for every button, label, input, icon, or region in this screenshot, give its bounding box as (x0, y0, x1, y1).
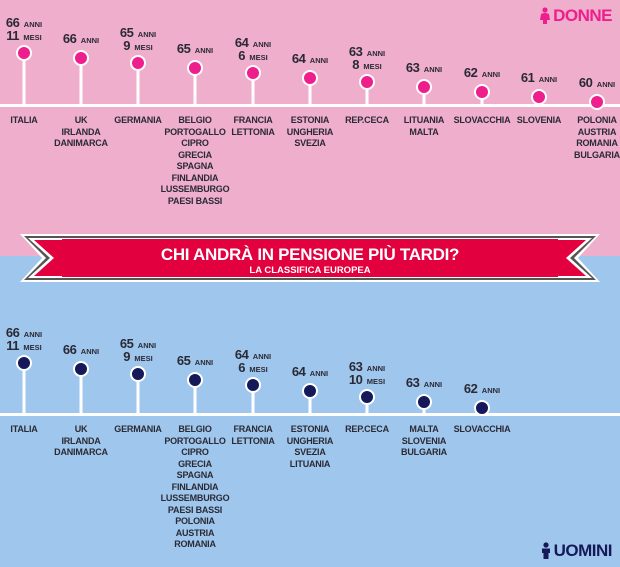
men-data-point (474, 399, 490, 416)
women-stem (308, 77, 312, 105)
women-stem (365, 82, 369, 105)
women-stem (136, 62, 140, 105)
women-legend: DONNE (539, 6, 612, 26)
banner-title: CHI ANDRÀ IN PENSIONE PIÙ TARDI? (160, 245, 460, 264)
men-country-list: SLOVACCHIA (453, 424, 511, 434)
women-country-list: SLOVENIA (516, 115, 562, 125)
men-data-point (187, 371, 203, 388)
women-country-list: LITUANIA MALTA (403, 115, 445, 137)
women-stem (251, 72, 255, 105)
men-country-list: FRANCIA LETTONIA (231, 424, 275, 446)
men-country-list: REP.CECA (345, 424, 389, 434)
women-value-label: 60 ANNI (578, 75, 616, 90)
title-banner (20, 234, 600, 282)
men-stem (136, 374, 140, 414)
women-value-label: 62 ANNI (463, 65, 501, 81)
men-data-point (16, 355, 32, 371)
women-value-label: 66 ANNI (62, 30, 100, 46)
women-country-list: GERMANIA (114, 115, 162, 125)
women-data-point (187, 59, 203, 76)
men-stem (365, 396, 369, 414)
men-value-label: 64 ANNI 6 MESI (234, 347, 272, 376)
women-data-point (130, 54, 146, 71)
men-stem (308, 391, 312, 414)
men-value-label: 63 ANNI (405, 375, 443, 391)
women-value-label: 66 ANNI 11 MESI (5, 15, 43, 43)
women-country-list: ESTONIA UNGHERIA SVEZIA (286, 115, 334, 148)
women-value-label: 64 ANNI 6 MESI (234, 34, 272, 63)
men-country-list: BELGIO PORTOGALLO CIPRO GRECIA SPAGNA FINLAND… (160, 424, 230, 549)
men-value-label: 63 ANNI 10 MESI (348, 358, 386, 387)
women-stem (22, 53, 26, 105)
women-section (0, 0, 620, 256)
men-stem (79, 368, 83, 414)
women-stem (193, 67, 197, 105)
women-data-point (531, 89, 547, 106)
women-value-label: 61 ANNI (520, 70, 558, 86)
women-stem (79, 57, 83, 105)
women-value-label: 65 ANNI 9 MESI (119, 24, 157, 53)
men-value-label: 66 ANNI 11 MESI (5, 325, 43, 353)
men-value-label: 62 ANNI (463, 380, 501, 396)
women-country-list: REP.CECA (345, 115, 389, 125)
women-country-list: POLONIA AUSTRIA ROMANIA BULGARIA (574, 115, 620, 160)
banner-subtitle: LA CLASSIFICA EUROPEA (249, 265, 371, 276)
men-country-list: GERMANIA (114, 424, 162, 434)
women-data-point (302, 69, 318, 86)
men-stem (251, 385, 255, 414)
women-data-point (73, 49, 89, 66)
women-country-list: SLOVACCHIA (453, 115, 511, 125)
men-axis-line (0, 413, 620, 416)
men-data-point (416, 394, 432, 411)
women-data-point (416, 79, 432, 96)
men-country-list: UK IRLANDA DANIMARCA (54, 424, 108, 457)
women-country-list: BELGIO PORTOGALLO CIPRO GRECIA SPAGNA FINLAND… (160, 115, 230, 206)
men-legend: UOMINI (540, 541, 613, 561)
women-country-list: ITALIA (10, 115, 38, 125)
female-figure-icon (540, 7, 551, 24)
men-stem (193, 379, 197, 414)
men-data-point (73, 360, 89, 377)
women-value-label: 63 ANNI (405, 60, 443, 76)
women-value-label: 65 ANNI (176, 40, 214, 56)
women-country-list: FRANCIA LETTONIA (231, 115, 275, 137)
men-country-list: ESTONIA UNGHERIA SVEZIA LITUANIA (286, 424, 334, 469)
male-figure-icon (541, 542, 550, 559)
men-value-label: 65 ANNI (176, 352, 214, 368)
men-legend-label: UOMINI (553, 541, 613, 560)
women-data-point (16, 45, 32, 61)
women-value-label: 63 ANNI 8 MESI (348, 44, 386, 73)
men-country-list: ITALIA (10, 424, 38, 434)
women-axis-line (0, 104, 620, 107)
women-data-point (474, 84, 490, 101)
men-value-label: 66 ANNI (62, 341, 100, 357)
men-data-point (130, 366, 146, 383)
women-stem (422, 87, 426, 105)
women-data-point (359, 74, 375, 91)
men-stem (22, 363, 26, 414)
men-value-label: 64 ANNI (291, 364, 329, 379)
women-legend-label: DONNE (553, 6, 612, 25)
women-country-list: UK IRLANDA DANIMARCA (54, 115, 108, 148)
men-value-label: 65 ANNI 9 MESI (119, 336, 157, 365)
men-data-point (245, 377, 261, 394)
women-data-point (245, 64, 261, 81)
men-data-point (302, 383, 318, 399)
women-data-point (589, 94, 605, 110)
women-value-label: 64 ANNI (291, 50, 329, 66)
men-country-list: MALTA SLOVENIA BULGARIA (401, 424, 447, 457)
men-data-point (359, 388, 375, 405)
